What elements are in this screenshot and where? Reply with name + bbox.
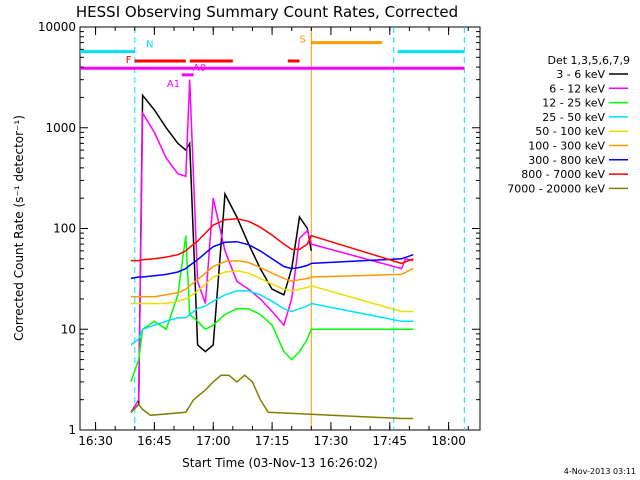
legend-entry-label: 25 - 50 keV — [542, 111, 605, 124]
series-lines — [130, 79, 414, 420]
y-tick-label: 10000 — [38, 20, 76, 34]
y-tick-label: 1 — [68, 423, 76, 437]
legend-entry-label: 7000 - 20000 keV — [507, 182, 605, 195]
chart-title: HESSI Observing Summary Count Rates, Cor… — [76, 3, 458, 21]
series-line-2 — [130, 235, 414, 383]
flare_F-label: F — [126, 55, 132, 66]
series-line-4 — [130, 270, 414, 313]
axes: 16:30 16:45 17:00 17:15 17:30 17:45 18:00 1 10 10… — [38, 20, 480, 448]
x-tick-label: 17:30 — [314, 434, 349, 448]
legend-title: Det 1,3,5,6,7,9 — [547, 54, 630, 67]
plot-frame — [79, 26, 481, 431]
x-tick-label: 17:15 — [255, 434, 290, 448]
x-tick-label: 17:45 — [372, 434, 407, 448]
legend-entry-label: 100 - 300 keV — [528, 140, 605, 153]
series-line-0 — [130, 93, 313, 413]
annotations: NFSA1A0 — [80, 27, 465, 430]
series-line-5 — [130, 259, 414, 298]
series-line-3 — [130, 290, 414, 346]
y-tick-label: 100 — [53, 222, 76, 236]
legend-entry-label: 800 - 7000 keV — [521, 168, 605, 181]
legend-entry-label: 3 - 6 keV — [556, 68, 605, 81]
saa_S-label: S — [299, 35, 305, 46]
x-axis-label: Start Time (03-Nov-13 16:26:02) — [182, 456, 378, 470]
y-tick-label: 1000 — [45, 121, 76, 135]
x-tick-label: 18:00 — [431, 434, 466, 448]
x-tick-label: 16:45 — [137, 434, 172, 448]
timestamp-stamp: 4-Nov-2013 03:11 — [564, 467, 636, 476]
series-line-8 — [130, 374, 414, 420]
y-axis-label: Corrected Count Rate (s⁻¹ detector⁻¹) — [12, 115, 26, 341]
series-line-7 — [130, 217, 414, 265]
night_N-label: N — [146, 40, 153, 51]
legend-entry-label: 300 - 800 keV — [528, 154, 605, 167]
series-line-6 — [130, 240, 414, 280]
legend-entry-label: 50 - 100 keV — [535, 125, 605, 138]
attenuator-label: A1 — [167, 79, 180, 90]
legend-entry-label: 6 - 12 keV — [549, 82, 605, 95]
legend-entry-label: 12 - 25 keV — [542, 97, 605, 110]
x-tick-label: 16:30 — [78, 434, 113, 448]
x-tick-label: 17:00 — [196, 434, 231, 448]
y-tick-label: 10 — [61, 322, 76, 336]
series-line-1 — [130, 79, 414, 413]
